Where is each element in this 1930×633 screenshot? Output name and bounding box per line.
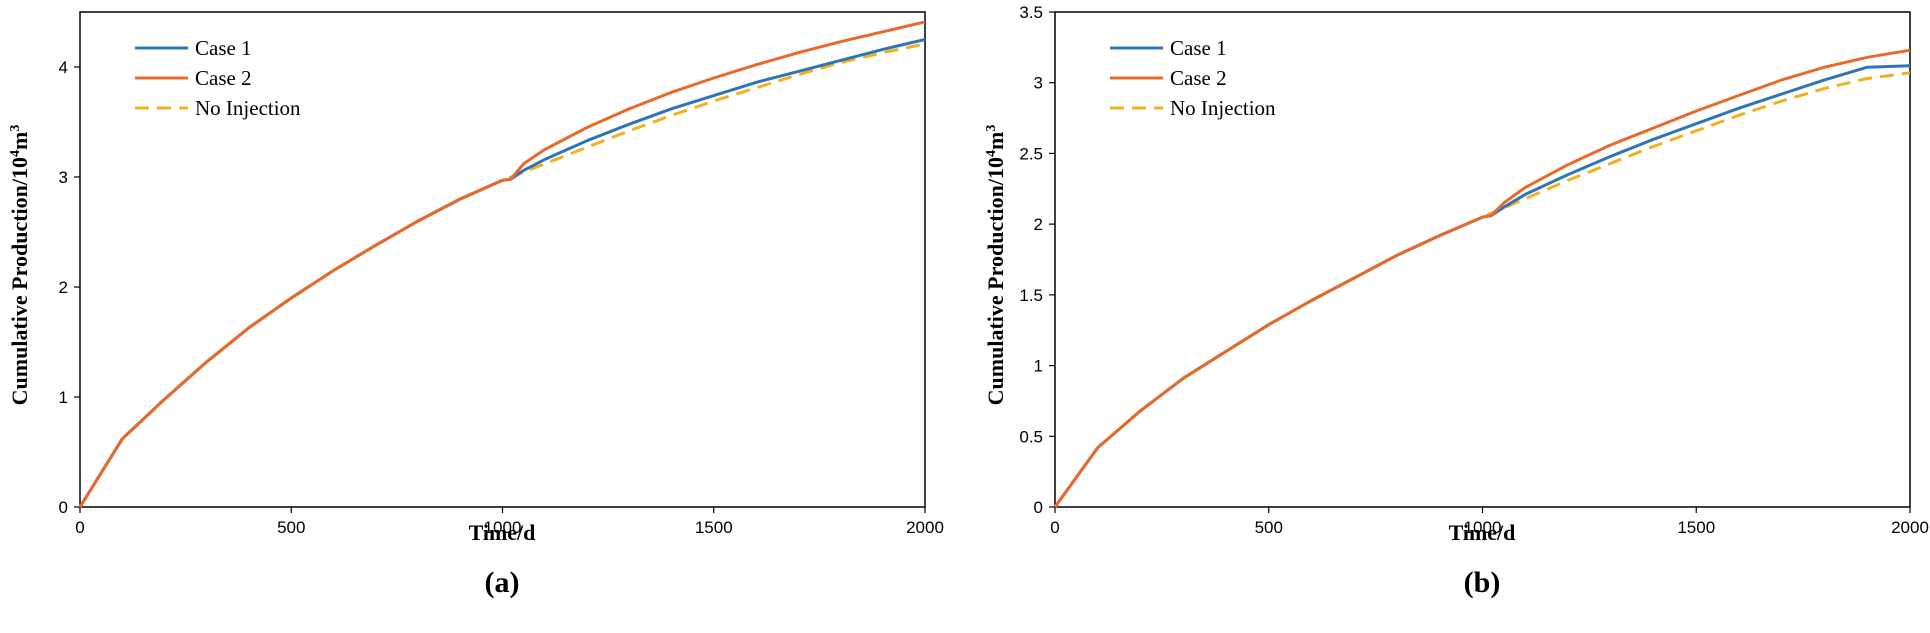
series-line-no-injection	[78, 42, 926, 508]
series-line-case-2	[1053, 48, 1911, 508]
y-tick-label: 1	[1034, 357, 1043, 376]
x-tick-label: 1000	[484, 518, 522, 537]
legend: Case 1 Case 2 No Injection	[1110, 36, 1276, 120]
chart-panel-b: 0 500 1000 1500 2000 0 0.5 1 1.5 2 2.5 3 3.5 Case 1…	[983, 3, 1929, 599]
panel-label: (a)	[485, 566, 520, 599]
x-tick-label: 500	[277, 518, 305, 537]
legend-label: Case 1	[195, 36, 252, 60]
y-tick-label: 1	[59, 388, 68, 407]
y-tick-label: 2	[1034, 215, 1043, 234]
series-layer	[1053, 48, 1911, 508]
legend-label: No Injection	[1170, 96, 1276, 120]
x-tick-label: 0	[75, 518, 84, 537]
y-tick-label: 0.5	[1019, 427, 1043, 446]
legend-label: Case 1	[1170, 36, 1227, 60]
series-layer	[78, 20, 926, 508]
series-line-case-1	[1053, 64, 1911, 508]
x-tick-label: 1500	[1677, 518, 1715, 537]
y-tick-label: 0	[1034, 498, 1043, 517]
legend-label: Case 2	[1170, 66, 1227, 90]
y-tick-label: 0	[59, 498, 68, 517]
y-axis-title: Cumulative Production/104m3	[983, 125, 1008, 406]
x-tick-label: 1000	[1464, 518, 1502, 537]
x-tick-label: 1500	[695, 518, 733, 537]
legend-label: No Injection	[195, 96, 301, 120]
y-axis-ticks: 0 1 2 3 4	[59, 58, 80, 517]
legend-label: Case 2	[195, 66, 252, 90]
y-tick-label: 1.5	[1019, 286, 1043, 305]
legend: Case 1 Case 2 No Injection	[135, 36, 301, 120]
series-line-case-2	[78, 20, 926, 508]
x-axis-ticks: 0 500 1000 1500 2000	[75, 507, 944, 537]
y-tick-label: 3	[59, 168, 68, 187]
y-tick-label: 3	[1034, 74, 1043, 93]
x-axis-title: Time/d	[469, 520, 536, 545]
x-axis-ticks: 0 500 1000 1500 2000	[1050, 507, 1929, 537]
y-axis-title: Cumulative Production/104m3	[7, 125, 32, 406]
x-tick-label: 0	[1050, 518, 1059, 537]
x-tick-label: 500	[1255, 518, 1283, 537]
y-tick-label: 2.5	[1019, 144, 1043, 163]
chart-panel-a: 0 500 1000 1500 2000 0 1 2 3 4 Case 1 Case 2 No In…	[7, 11, 944, 599]
y-tick-label: 2	[59, 278, 68, 297]
y-axis-ticks: 0 0.5 1 1.5 2 2.5 3 3.5	[1019, 3, 1055, 517]
x-tick-label: 2000	[1891, 518, 1929, 537]
x-tick-label: 2000	[906, 518, 944, 537]
x-axis-title: Time/d	[1449, 520, 1516, 545]
y-tick-label: 3.5	[1019, 3, 1043, 22]
series-line-no-injection	[1053, 71, 1911, 508]
panel-label: (b)	[1464, 566, 1501, 599]
y-tick-label: 4	[59, 58, 68, 77]
